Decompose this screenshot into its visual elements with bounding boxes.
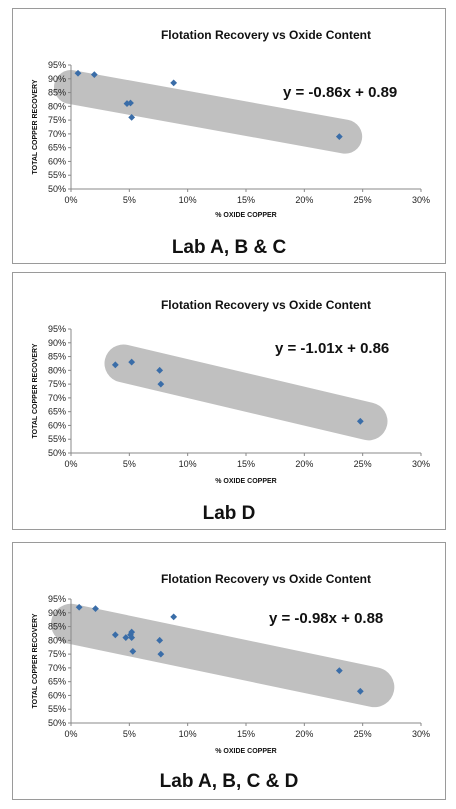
x-axis-label: % OXIDE COPPER (215, 212, 276, 219)
chart-panel-lab-abc: Flotation Recovery vs Oxide Content 50% 55… (12, 8, 446, 264)
data-point (170, 613, 178, 621)
x-tick-label: 15% (237, 195, 255, 205)
y-tick-label: 50% (48, 184, 66, 194)
y-tick-label: 75% (48, 649, 66, 659)
y-axis-label: TOTAL COPPER RECOVERY (32, 79, 39, 174)
trend-band (51, 603, 395, 708)
data-point (335, 133, 343, 141)
y-tick-label: 95% (48, 324, 66, 334)
y-tick-label: 65% (48, 143, 66, 153)
x-tick-label: 30% (412, 459, 430, 469)
chart-panel-lab-d: Flotation Recovery vs Oxide Content 50% 55… (12, 272, 446, 530)
data-point (74, 69, 82, 77)
data-point (156, 366, 164, 374)
y-tick-label: 60% (48, 690, 66, 700)
data-point (75, 603, 83, 611)
x-tick-label: 0% (64, 459, 77, 469)
y-tick-label: 55% (48, 434, 66, 444)
x-tick-label: 0% (64, 729, 77, 739)
chart-title: Flotation Recovery vs Oxide Content (161, 298, 371, 312)
data-point (156, 636, 164, 644)
y-tick-label: 85% (48, 88, 66, 98)
y-tick-label: 80% (48, 635, 66, 645)
chart-caption: Lab A, B & C (171, 237, 287, 258)
y-axis-label: TOTAL COPPER RECOVERY (32, 613, 39, 708)
y-tick-label: 50% (48, 718, 66, 728)
y-tick-label: 95% (48, 594, 66, 604)
x-tick-label: 20% (295, 729, 313, 739)
data-point (128, 628, 136, 636)
y-tick-label: 80% (48, 101, 66, 111)
y-tick-label: 55% (48, 170, 66, 180)
x-tick-label: 15% (237, 729, 255, 739)
y-tick-label: 65% (48, 677, 66, 687)
trend-band (104, 344, 388, 441)
x-tick-label: 15% (237, 459, 255, 469)
scatter-chart-lab-abcd: Flotation Recovery vs Oxide Content 50% 55… (32, 572, 430, 755)
x-tick-label: 10% (179, 729, 197, 739)
data-point (157, 380, 165, 388)
x-tick-label: 20% (295, 195, 313, 205)
scatter-chart-lab-d: Flotation Recovery vs Oxide Content 50% 55… (32, 298, 430, 485)
y-tick-label: 90% (48, 74, 66, 84)
y-tick-label: 70% (48, 663, 66, 673)
data-point (335, 667, 343, 675)
data-point (356, 417, 364, 425)
y-axis-label: TOTAL COPPER RECOVERY (32, 343, 39, 438)
chart-title: Flotation Recovery vs Oxide Content (161, 28, 371, 42)
x-tick-label: 20% (295, 459, 313, 469)
data-point (128, 358, 136, 366)
data-point (127, 99, 134, 107)
chart-caption: Lab D (202, 503, 256, 524)
y-tick-label: 85% (48, 622, 66, 632)
x-axis-label: % OXIDE COPPER (215, 478, 276, 485)
regression-equation: y = -0.86x + 0.89 (283, 84, 397, 101)
y-tick-label: 65% (48, 407, 66, 417)
chart-panel-lab-abcd: Flotation Recovery vs Oxide Content 50% 55… (12, 542, 446, 800)
y-tick-label: 90% (48, 608, 66, 618)
x-tick-label: 30% (412, 729, 430, 739)
data-point (90, 71, 98, 79)
x-tick-label: 10% (179, 195, 197, 205)
data-point (128, 113, 136, 121)
data-point (157, 650, 165, 658)
x-tick-label: 10% (179, 459, 197, 469)
y-tick-label: 95% (48, 60, 66, 70)
y-tick-label: 85% (48, 352, 66, 362)
regression-equation: y = -1.01x + 0.86 (275, 340, 389, 357)
y-tick-label: 75% (48, 115, 66, 125)
data-point (356, 687, 364, 695)
x-tick-label: 0% (64, 195, 77, 205)
x-tick-label: 5% (123, 729, 136, 739)
y-tick-label: 70% (48, 393, 66, 403)
y-tick-label: 55% (48, 704, 66, 714)
data-point (111, 361, 119, 369)
scatter-chart-lab-abc: Flotation Recovery vs Oxide Content 50% 55… (32, 28, 430, 219)
x-tick-label: 30% (412, 195, 430, 205)
data-point (128, 634, 136, 641)
y-tick-label: 60% (48, 420, 66, 430)
y-tick-label: 90% (48, 338, 66, 348)
x-tick-label: 25% (354, 195, 372, 205)
x-tick-label: 5% (123, 459, 136, 469)
x-tick-label: 25% (354, 459, 372, 469)
y-tick-label: 75% (48, 379, 66, 389)
x-axis-label: % OXIDE COPPER (215, 748, 276, 755)
x-tick-label: 25% (354, 729, 372, 739)
regression-equation: y = -0.98x + 0.88 (269, 610, 383, 627)
x-tick-label: 5% (123, 195, 136, 205)
data-point (170, 79, 178, 87)
y-tick-label: 60% (48, 156, 66, 166)
trend-band (54, 70, 363, 154)
chart-title: Flotation Recovery vs Oxide Content (161, 572, 371, 586)
data-point (92, 605, 99, 613)
data-point (111, 631, 119, 639)
y-tick-label: 80% (48, 365, 66, 375)
chart-caption: Lab A, B, C & D (159, 771, 299, 792)
y-tick-label: 70% (48, 129, 66, 139)
data-point (122, 634, 130, 641)
y-tick-label: 50% (48, 448, 66, 458)
data-point (129, 647, 137, 655)
